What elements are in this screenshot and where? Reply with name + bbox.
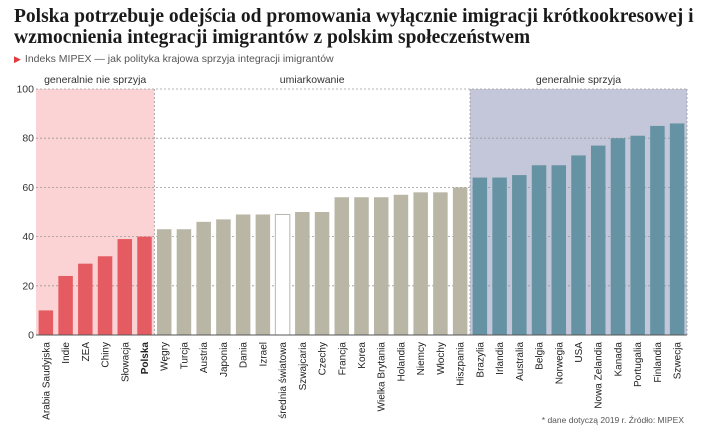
x-tick-label-27: USA	[574, 342, 585, 363]
subtitle-text: Indeks MIPEX — jak polityka krajowa sprz…	[24, 53, 334, 65]
bar-29	[610, 138, 626, 335]
x-tick-label-29: Kanada	[613, 342, 624, 377]
chart-title: Polska potrzebuje odejścia od promowania…	[14, 6, 694, 48]
y-tick-40: 40	[22, 231, 34, 243]
bar-22	[472, 177, 488, 335]
x-tick-label-23: Irlandia	[495, 342, 506, 375]
chart-subtitle: ▶ Indeks MIPEX — jak polityka krajowa spr…	[14, 52, 334, 66]
x-tick-label-6: Węgry	[160, 342, 171, 371]
bar-27	[571, 155, 586, 335]
x-tick-label-2: ZEA	[81, 342, 92, 362]
bar-18	[393, 194, 409, 335]
bar-14	[314, 212, 330, 335]
group-label-1: umiarkowanie	[280, 74, 345, 86]
bar-20	[433, 192, 448, 335]
band-not-favorable	[36, 89, 155, 335]
bar-10	[235, 214, 251, 335]
x-tick-label-5: Polska	[140, 342, 151, 375]
y-tick-80: 80	[22, 133, 34, 145]
x-tick-label-31: Finlandia	[653, 342, 664, 383]
bar-26	[551, 165, 567, 335]
x-tick-label-21: Hiszpania	[456, 342, 467, 386]
x-tick-label-19: Niemcy	[416, 342, 427, 375]
x-tick-label-17: Wielka Brytania	[377, 342, 388, 412]
x-tick-label-10: Dania	[239, 342, 250, 369]
x-tick-label-15: Francja	[337, 342, 348, 376]
bar-1	[58, 275, 73, 335]
x-tick-label-22: Brazylia	[475, 342, 486, 378]
bar-19	[413, 192, 428, 335]
bar-32	[669, 123, 685, 335]
bar-31	[650, 125, 665, 336]
x-tick-label-30: Portugalia	[633, 342, 644, 387]
bar-2	[78, 263, 93, 335]
x-tick-label-9: Japonia	[219, 342, 230, 377]
x-tick-label-11: Izrael	[258, 342, 269, 366]
x-tick-label-8: Austria	[199, 342, 210, 374]
x-tick-label-14: Czechy	[318, 342, 329, 375]
bar-0	[38, 310, 54, 335]
bar-6	[156, 229, 172, 335]
bar-11	[255, 214, 271, 335]
bar-7	[176, 229, 192, 335]
x-tick-label-0: Arabia Saudyjska	[41, 342, 52, 420]
x-tick-label-3: Chiny	[101, 342, 112, 368]
bar-13	[295, 212, 310, 335]
x-tick-label-26: Norwegia	[554, 342, 565, 385]
bar-15	[334, 197, 350, 335]
group-label-2: generalnie sprzyja	[536, 74, 621, 86]
x-tick-label-28: Nowa Zelandia	[594, 342, 605, 409]
bar-30	[630, 135, 645, 335]
x-tick-label-16: Korea	[357, 342, 368, 369]
x-tick-label-12: średnia światowa	[278, 342, 289, 419]
x-tick-label-24: Australia	[515, 342, 526, 381]
x-tick-label-25: Belgia	[535, 342, 546, 370]
bar-24	[512, 175, 527, 335]
bar-21	[452, 187, 468, 335]
x-tick-label-32: Szwecja	[673, 342, 684, 380]
bar-16	[354, 197, 369, 335]
bar-25	[531, 165, 547, 335]
triangle-icon: ▶	[14, 54, 21, 64]
bar-4	[117, 239, 133, 335]
x-tick-label-18: Holandia	[396, 342, 407, 382]
x-tick-label-7: Turcja	[179, 342, 190, 370]
bar-17	[373, 197, 389, 335]
y-tick-60: 60	[22, 182, 34, 194]
bar-23	[492, 177, 507, 335]
bar-3	[97, 256, 113, 335]
y-tick-0: 0	[28, 330, 34, 342]
x-tick-label-13: Szwajcaria	[298, 342, 309, 391]
group-label-0: generalnie nie sprzyja	[44, 74, 146, 86]
bar-8	[196, 221, 211, 335]
footnote: * dane dotyczą 2019 r. Źródło: MIPEX	[541, 415, 684, 425]
x-tick-label-20: Włochy	[436, 342, 447, 375]
x-tick-label-4: Słowacja	[120, 342, 131, 382]
x-tick-label-1: Indie	[61, 342, 72, 364]
y-tick-20: 20	[22, 280, 34, 292]
bar-5	[137, 236, 152, 335]
bar-12	[274, 213, 291, 336]
bar-9	[216, 219, 231, 335]
bar-28	[590, 145, 606, 335]
y-tick-100: 100	[16, 84, 34, 96]
